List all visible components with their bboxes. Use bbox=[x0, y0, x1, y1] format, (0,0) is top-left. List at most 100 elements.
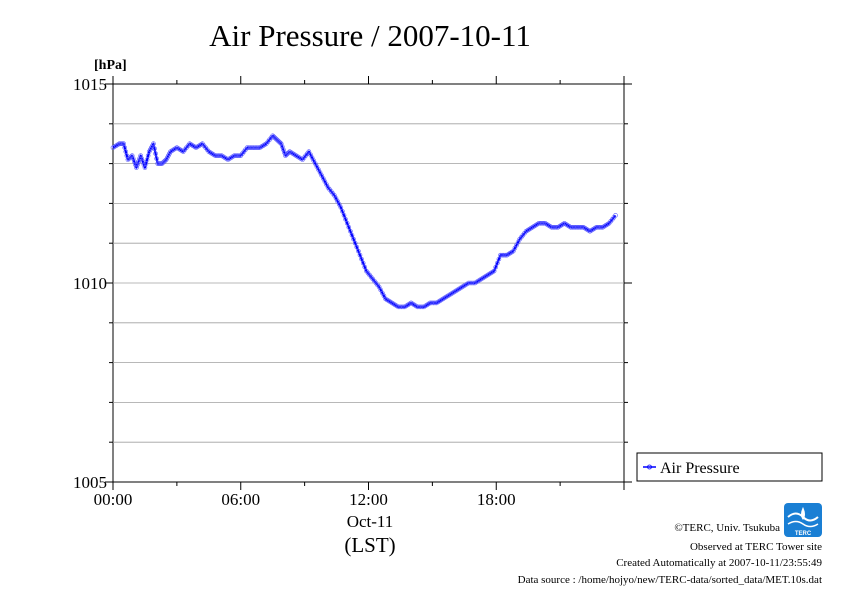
data-point bbox=[251, 145, 256, 150]
data-point bbox=[235, 153, 240, 158]
chart-title: Air Pressure / 2007-10-11 bbox=[209, 18, 531, 53]
x-axis-label: (LST) bbox=[344, 533, 395, 557]
data-point bbox=[550, 224, 556, 230]
x-tick-label: 12:00 bbox=[349, 490, 388, 509]
data-point bbox=[419, 304, 425, 310]
data-point bbox=[579, 224, 585, 230]
data-point bbox=[399, 304, 404, 310]
data-point bbox=[598, 224, 604, 230]
data-point bbox=[217, 153, 223, 158]
data-point bbox=[279, 144, 285, 149]
data-point bbox=[552, 224, 558, 230]
created-text: Created Automatically at 2007-10-11/23:5… bbox=[616, 557, 822, 569]
data-point bbox=[151, 141, 156, 146]
data-point bbox=[570, 224, 575, 230]
data-point bbox=[139, 156, 145, 161]
data-point bbox=[573, 224, 578, 230]
data-point bbox=[568, 224, 574, 230]
data-point bbox=[613, 213, 618, 218]
data-point bbox=[129, 153, 135, 158]
data-point bbox=[351, 236, 356, 242]
data-point bbox=[340, 209, 345, 214]
data-point bbox=[574, 224, 580, 230]
copyright-text: ©TERC, Univ. Tsukuba bbox=[674, 522, 780, 534]
data-point bbox=[212, 153, 218, 158]
data-point bbox=[338, 205, 344, 210]
data-point bbox=[499, 252, 505, 258]
legend: Air Pressure bbox=[636, 452, 823, 482]
data-point bbox=[466, 280, 471, 286]
data-point bbox=[232, 153, 237, 158]
data-point bbox=[571, 224, 577, 230]
data-point bbox=[349, 232, 355, 238]
data-point bbox=[137, 156, 142, 161]
data-point bbox=[431, 300, 436, 306]
data-point bbox=[286, 150, 291, 155]
data-point bbox=[495, 260, 500, 266]
y-tick-label: 1005 bbox=[73, 473, 107, 492]
grid-lines bbox=[113, 123, 624, 443]
data-point bbox=[578, 224, 583, 230]
data-point bbox=[141, 162, 147, 167]
data-point bbox=[254, 145, 260, 150]
legend-box bbox=[636, 452, 823, 482]
data-point bbox=[256, 145, 261, 150]
data-point bbox=[130, 156, 136, 161]
y-tick-label: 1010 bbox=[73, 274, 107, 293]
data-point bbox=[429, 300, 435, 306]
data-point bbox=[397, 304, 403, 310]
x-tick-label: 00:00 bbox=[94, 490, 133, 509]
data-point bbox=[154, 156, 159, 161]
y-axis-unit-label: [hPa] bbox=[94, 58, 127, 73]
data-point bbox=[162, 158, 168, 163]
data-point bbox=[467, 280, 473, 286]
axis-ticks bbox=[105, 76, 632, 490]
data-point bbox=[539, 221, 545, 226]
x-tick-label: 18:00 bbox=[477, 490, 516, 509]
data-point bbox=[427, 300, 433, 306]
data-point bbox=[344, 221, 350, 226]
data-point bbox=[133, 162, 138, 167]
legend-marker-swatch bbox=[647, 464, 652, 470]
data-point bbox=[541, 221, 546, 226]
data-point bbox=[595, 224, 601, 230]
data-point bbox=[469, 280, 475, 286]
data-point bbox=[346, 224, 352, 230]
data-point bbox=[418, 304, 423, 310]
data-point bbox=[554, 224, 559, 230]
data-point bbox=[140, 159, 146, 164]
y-tick-label: 1015 bbox=[73, 75, 107, 94]
data-point bbox=[536, 221, 542, 226]
data-point bbox=[278, 141, 284, 146]
data-point bbox=[594, 224, 599, 230]
data-point bbox=[396, 304, 401, 310]
x-axis-date-label: Oct-11 bbox=[347, 512, 394, 531]
data-point bbox=[471, 280, 476, 286]
data-point bbox=[360, 260, 366, 266]
data-point bbox=[246, 145, 252, 150]
data-point bbox=[356, 248, 361, 254]
data-point bbox=[152, 146, 157, 151]
data-point bbox=[415, 304, 420, 310]
data-point bbox=[252, 145, 258, 150]
terc-logo: TERC bbox=[784, 503, 822, 537]
legend-label: Air Pressure bbox=[660, 460, 740, 477]
data-point bbox=[138, 153, 143, 158]
data-point bbox=[576, 224, 582, 230]
data-point bbox=[362, 264, 368, 270]
data-point bbox=[416, 304, 422, 310]
data-point bbox=[343, 217, 348, 222]
series-air-pressure bbox=[110, 133, 618, 310]
data-point bbox=[432, 300, 438, 306]
data-point bbox=[400, 304, 406, 310]
observed-text: Observed at TERC Tower site bbox=[690, 541, 822, 553]
data-point bbox=[493, 264, 499, 270]
data-point bbox=[357, 252, 363, 258]
data-point bbox=[538, 221, 543, 226]
data-point bbox=[341, 213, 347, 218]
data-point bbox=[233, 153, 239, 158]
data-point bbox=[501, 252, 507, 258]
data-point bbox=[134, 165, 139, 170]
data-point bbox=[135, 162, 140, 167]
data-point bbox=[359, 256, 364, 262]
